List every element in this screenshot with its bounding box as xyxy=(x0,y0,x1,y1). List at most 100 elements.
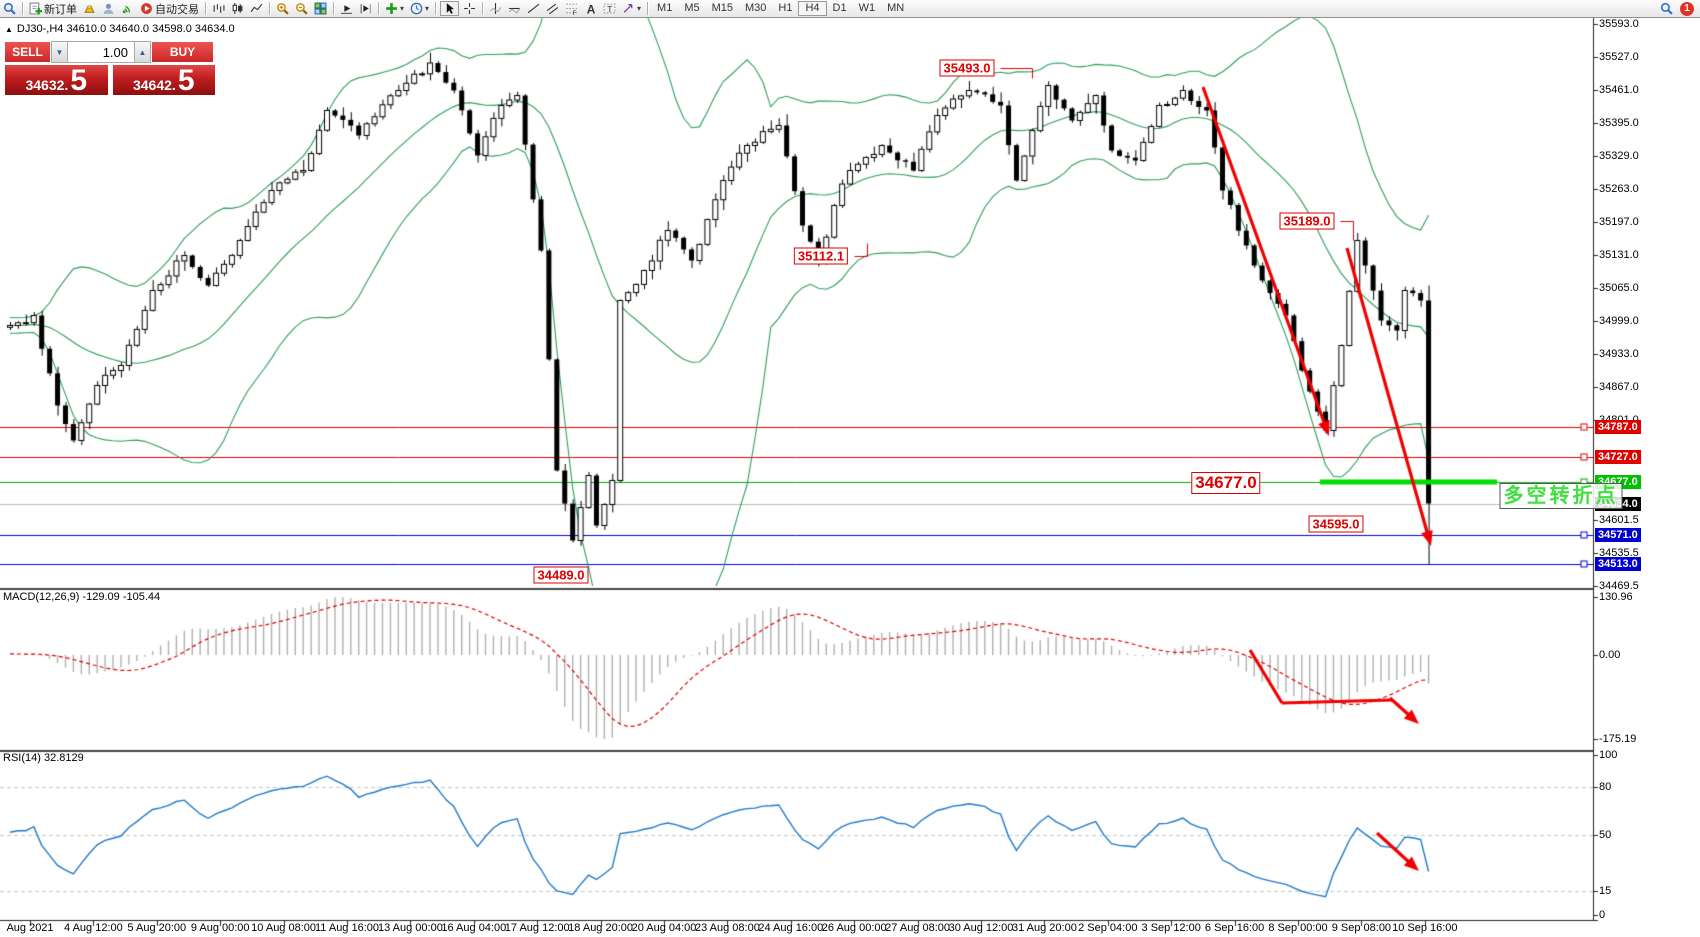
new-order-button[interactable]: 新订单 xyxy=(27,1,79,16)
cursor-button[interactable] xyxy=(440,1,460,16)
svg-text:T: T xyxy=(607,4,613,14)
price-axis-tick-label: 35461.0 xyxy=(1599,84,1639,96)
price-axis-tick-label: 35131.0 xyxy=(1599,249,1639,261)
price-axis-tick-label: 34469.5 xyxy=(1599,579,1639,592)
macd-axis-tick-label: 0.00 xyxy=(1599,649,1621,661)
timeframe-h1-button[interactable]: H1 xyxy=(778,2,793,14)
svg-text:F: F xyxy=(573,10,577,15)
svg-text:A: A xyxy=(587,2,596,15)
chart-bars-icon xyxy=(212,2,225,15)
autotrade-label: 自动交易 xyxy=(155,3,199,16)
time-axis-label: 3 Sep 12:00 xyxy=(1141,922,1201,934)
macd-axis-tick-label: 130.96 xyxy=(1599,591,1633,603)
rsi-axis-tick-label: 15 xyxy=(1599,885,1612,897)
price-label-annotation[interactable]: 35112.1 xyxy=(793,247,849,265)
search-icon xyxy=(3,2,16,15)
chart-shift-button[interactable] xyxy=(357,1,374,16)
label-icon: T xyxy=(603,2,616,15)
rsi-axis-tick-label: 50 xyxy=(1599,829,1612,841)
time-axis-label: 18 Aug 20:00 xyxy=(568,922,634,934)
price-tag: 34571.0 xyxy=(1595,528,1641,542)
crosshair-button[interactable] xyxy=(461,1,478,16)
text-tool-button[interactable]: A xyxy=(582,1,599,16)
auto-scroll-icon xyxy=(340,2,353,15)
market-watch-button[interactable] xyxy=(81,1,98,16)
global-search-button[interactable] xyxy=(1658,1,1675,16)
turning-point-text-annotation[interactable]: 多空转折点 xyxy=(1499,483,1623,509)
price-axis-tick-label: 35065.0 xyxy=(1599,282,1639,294)
volume-input[interactable] xyxy=(68,41,134,63)
timeframe-m30-button[interactable]: M30 xyxy=(745,2,767,14)
macd-indicator-label: MACD(12,26,9) -129.09 -105.44 xyxy=(3,591,161,603)
timeframe-mn-button[interactable]: MN xyxy=(887,2,905,14)
indicators-list-button[interactable]: ▾ xyxy=(383,1,406,16)
zoom-in-button[interactable] xyxy=(274,1,291,16)
dropdown-caret-icon: ▾ xyxy=(637,3,642,13)
time-axis-label: 4 Aug 12:00 xyxy=(64,922,123,934)
timeframe-w1-button[interactable]: W1 xyxy=(858,2,876,14)
text-label-button[interactable]: T xyxy=(601,1,618,16)
tile-windows-button[interactable] xyxy=(312,1,329,16)
profile-icon xyxy=(102,2,115,15)
price-axis-tick-label: 35527.0 xyxy=(1599,51,1639,63)
price-label-annotation[interactable]: 34677.0 xyxy=(1191,472,1261,494)
time-axis-label: 6 Sep 16:00 xyxy=(1204,922,1265,934)
timeframe-d1-button[interactable]: D1 xyxy=(832,2,847,14)
price-tag: 34513.0 xyxy=(1595,557,1641,571)
price-label-annotation[interactable]: 35493.0 xyxy=(939,59,995,77)
price-label-annotation[interactable]: 35189.0 xyxy=(1279,212,1335,230)
time-axis-label: 5 Aug 20:00 xyxy=(127,922,187,934)
buy-price-big-digit: 5 xyxy=(177,64,195,97)
line-chart-button[interactable] xyxy=(248,1,265,16)
signals-button[interactable] xyxy=(119,1,136,16)
notification-badge[interactable]: 1 xyxy=(1680,1,1694,16)
bar-chart-button[interactable] xyxy=(210,1,227,16)
equidistant-channel-button[interactable] xyxy=(544,1,561,16)
sell-button[interactable]: SELL xyxy=(4,41,51,63)
price-label-annotation[interactable]: 34595.0 xyxy=(1308,515,1364,533)
timeframe-m1-button[interactable]: M1 xyxy=(657,2,673,14)
volume-decrease-button[interactable]: ▼ xyxy=(51,41,68,63)
buy-price-button[interactable]: 34642 . 5 xyxy=(111,64,216,97)
channel-icon xyxy=(546,2,559,15)
zoom-out-button[interactable] xyxy=(293,1,310,16)
price-label-annotation[interactable]: 34489.0 xyxy=(533,566,589,584)
fibonacci-button[interactable]: F xyxy=(563,1,580,16)
fibo-icon: F xyxy=(565,2,578,15)
periods-button[interactable]: ▾ xyxy=(408,1,431,16)
sell-price-button[interactable]: 34632 . 5 xyxy=(4,64,109,96)
one-click-trade-panel: SELL ▼ ▲ BUY 34632 . 5 34642 . 5 xyxy=(4,41,216,96)
buy-price-main: 34642 xyxy=(132,77,172,93)
price-axis-tick-label: 34933.0 xyxy=(1599,348,1639,360)
time-axis-label: 9 Sep 08:00 xyxy=(1331,922,1392,934)
arrows-shapes-button[interactable]: ▾ xyxy=(620,1,643,16)
timeframe-h4-button[interactable]: H4 xyxy=(798,1,827,16)
toolbar-separator xyxy=(333,2,334,15)
toolbar-separator xyxy=(22,2,23,15)
price-axis-tick-label: 35329.0 xyxy=(1599,150,1639,162)
crosshair-icon xyxy=(463,2,476,15)
autotrade-button[interactable]: 自动交易 xyxy=(138,1,201,16)
profile-button[interactable] xyxy=(100,1,117,16)
timeframe-m15-button[interactable]: M15 xyxy=(711,2,734,14)
timeframe-m5-button[interactable]: M5 xyxy=(684,2,700,14)
time-axis-label: 31 Aug 20:00 xyxy=(1011,922,1077,934)
dropdown-caret-icon: ▾ xyxy=(400,3,405,13)
clock-icon xyxy=(410,2,423,15)
sell-price-point: . xyxy=(64,77,69,93)
macd-axis-tick-label: -175.19 xyxy=(1599,733,1637,745)
time-axis-label: 8 Sep 00:00 xyxy=(1268,922,1328,934)
auto-scroll-button[interactable] xyxy=(338,1,355,16)
cursor-icon xyxy=(443,2,456,15)
buy-button[interactable]: BUY xyxy=(151,41,214,63)
candle-chart-button[interactable] xyxy=(229,1,246,16)
search-button[interactable] xyxy=(1,1,18,16)
horizontal-line-button[interactable] xyxy=(506,1,523,16)
time-axis-label: 23 Aug 08:00 xyxy=(694,922,760,934)
toolbar-separator xyxy=(205,2,206,15)
vertical-line-button[interactable] xyxy=(487,1,504,16)
volume-increase-button[interactable]: ▲ xyxy=(134,41,151,63)
trendline-button[interactable] xyxy=(525,1,542,16)
